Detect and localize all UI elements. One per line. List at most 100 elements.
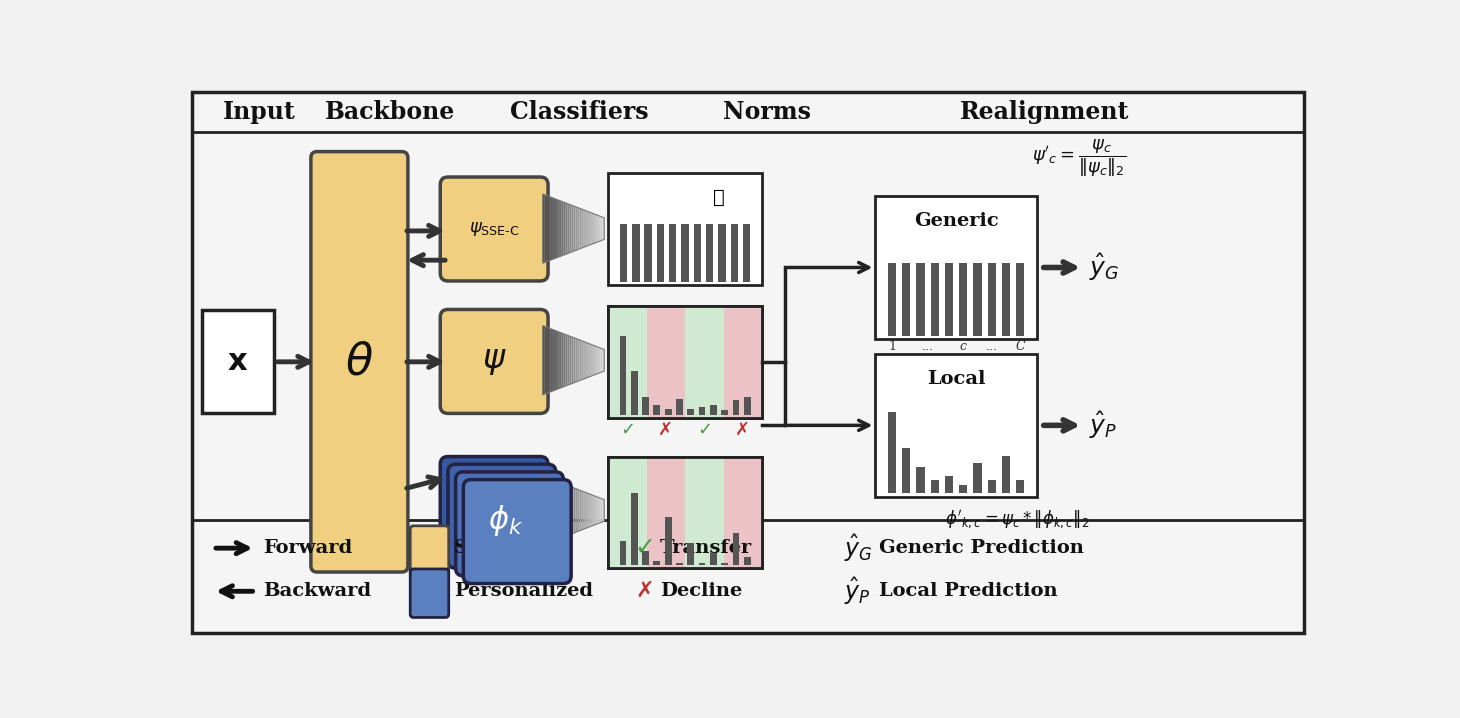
FancyBboxPatch shape [201, 310, 274, 414]
Text: $\hat{y}_P$: $\hat{y}_P$ [1089, 409, 1117, 441]
Bar [707, 224, 714, 281]
Polygon shape [585, 210, 588, 246]
Bar [1002, 457, 1010, 493]
Bar [657, 224, 664, 281]
Polygon shape [545, 477, 546, 544]
Bar [876, 196, 1037, 339]
Polygon shape [590, 344, 591, 377]
Text: Shared: Shared [454, 539, 531, 557]
Bar [609, 457, 762, 568]
Polygon shape [549, 196, 550, 261]
Bar [1016, 264, 1025, 335]
Text: Decline: Decline [660, 582, 742, 600]
Bar [654, 561, 660, 565]
Bar [619, 541, 626, 565]
Text: Generic Prediction: Generic Prediction [879, 539, 1083, 557]
Text: 📌: 📌 [712, 188, 724, 208]
Bar [620, 224, 628, 281]
Bar [1002, 264, 1010, 335]
Polygon shape [574, 337, 575, 383]
Polygon shape [575, 338, 578, 382]
Polygon shape [575, 488, 578, 532]
Text: $\hat{y}_P$: $\hat{y}_P$ [844, 576, 872, 607]
Text: ✗: ✗ [658, 421, 673, 439]
Text: $\hat{y}_G$: $\hat{y}_G$ [1089, 252, 1120, 284]
Polygon shape [545, 327, 546, 394]
Bar [609, 307, 762, 418]
Polygon shape [555, 199, 558, 258]
Polygon shape [580, 208, 581, 249]
Polygon shape [571, 337, 574, 384]
Text: ✗: ✗ [635, 582, 654, 601]
Bar [733, 401, 739, 415]
Polygon shape [543, 194, 545, 264]
Polygon shape [596, 346, 599, 374]
Polygon shape [543, 476, 545, 545]
Bar [730, 224, 739, 281]
Polygon shape [571, 487, 574, 534]
Bar [987, 480, 996, 493]
Bar [609, 307, 647, 418]
Polygon shape [561, 332, 564, 388]
Polygon shape [561, 201, 564, 256]
Bar [902, 264, 911, 335]
Polygon shape [588, 493, 590, 528]
Text: 1: 1 [888, 340, 896, 353]
Bar [694, 224, 701, 281]
Polygon shape [553, 480, 555, 541]
Text: Classifiers: Classifiers [510, 101, 648, 124]
Polygon shape [584, 492, 585, 529]
Polygon shape [596, 496, 599, 524]
Text: $\theta$: $\theta$ [345, 340, 374, 383]
Bar [945, 476, 953, 493]
Polygon shape [584, 342, 585, 379]
Polygon shape [546, 477, 549, 544]
Text: $\psi$: $\psi$ [482, 345, 507, 378]
Polygon shape [590, 494, 591, 527]
Bar [743, 557, 750, 565]
Polygon shape [594, 495, 596, 525]
Polygon shape [600, 348, 602, 373]
Bar [959, 485, 968, 493]
Bar [647, 307, 685, 418]
Text: $\hat{y}_G$: $\hat{y}_G$ [844, 533, 873, 564]
Bar [688, 543, 694, 565]
Polygon shape [594, 214, 596, 243]
Polygon shape [558, 200, 559, 258]
FancyBboxPatch shape [463, 480, 571, 584]
Text: ✗: ✗ [736, 421, 750, 439]
Polygon shape [543, 326, 545, 395]
Polygon shape [569, 205, 571, 253]
Text: Norms: Norms [724, 101, 812, 124]
Polygon shape [594, 345, 596, 375]
Bar [685, 457, 724, 568]
FancyBboxPatch shape [456, 472, 564, 576]
Bar [876, 354, 1037, 497]
FancyBboxPatch shape [410, 569, 448, 617]
Polygon shape [588, 212, 590, 246]
Polygon shape [565, 335, 568, 386]
Polygon shape [580, 340, 581, 381]
Polygon shape [565, 202, 568, 254]
FancyBboxPatch shape [410, 526, 448, 574]
Text: Personalized: Personalized [454, 582, 593, 600]
Bar [632, 224, 639, 281]
Bar [644, 224, 651, 281]
Text: $\phi_k$: $\phi_k$ [488, 503, 523, 538]
Polygon shape [559, 332, 561, 388]
Polygon shape [591, 345, 594, 376]
Bar [682, 224, 689, 281]
Bar [721, 410, 729, 415]
Bar [888, 412, 896, 493]
Bar [647, 457, 685, 568]
Bar [930, 264, 939, 335]
Polygon shape [602, 349, 604, 372]
FancyBboxPatch shape [311, 151, 407, 572]
Polygon shape [550, 197, 553, 260]
Polygon shape [568, 203, 569, 253]
Polygon shape [550, 479, 553, 542]
Polygon shape [599, 498, 600, 523]
FancyBboxPatch shape [441, 457, 548, 561]
Polygon shape [565, 485, 568, 536]
FancyBboxPatch shape [193, 93, 1304, 633]
